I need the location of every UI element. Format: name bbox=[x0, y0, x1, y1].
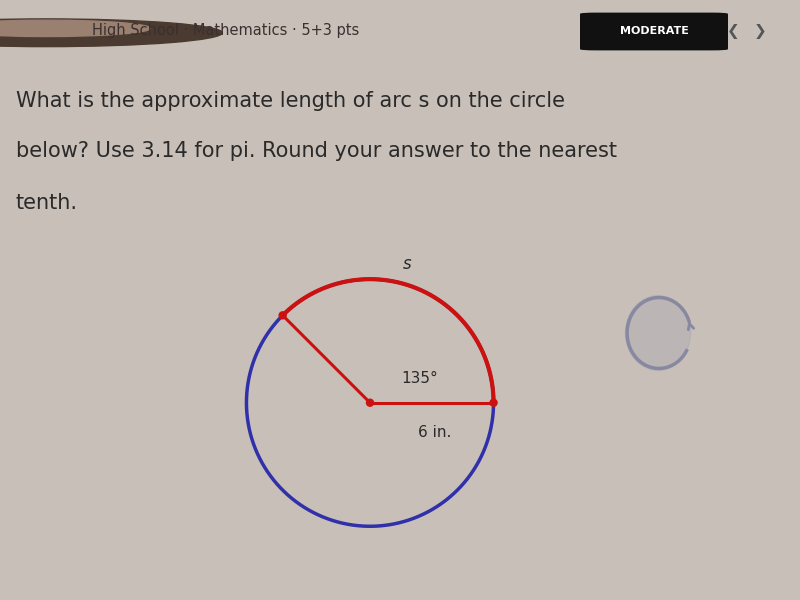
Circle shape bbox=[626, 296, 690, 370]
Text: High School · Mathematics · 5+3 pts: High School · Mathematics · 5+3 pts bbox=[92, 23, 359, 38]
Text: 6 in.: 6 in. bbox=[418, 425, 451, 440]
Circle shape bbox=[279, 312, 286, 319]
Text: ❮: ❮ bbox=[726, 24, 739, 39]
Text: What is the approximate length of arc s on the circle: What is the approximate length of arc s … bbox=[16, 91, 565, 111]
Circle shape bbox=[366, 399, 374, 406]
Text: ❯: ❯ bbox=[754, 24, 766, 39]
Circle shape bbox=[0, 20, 150, 37]
Text: 135°: 135° bbox=[402, 371, 438, 386]
Text: s: s bbox=[402, 256, 411, 274]
Text: tenth.: tenth. bbox=[16, 193, 78, 212]
Text: MODERATE: MODERATE bbox=[620, 26, 689, 37]
Text: below? Use 3.14 for pi. Round your answer to the nearest: below? Use 3.14 for pi. Round your answe… bbox=[16, 141, 617, 161]
Circle shape bbox=[490, 399, 497, 406]
Circle shape bbox=[0, 19, 222, 47]
FancyBboxPatch shape bbox=[580, 13, 728, 50]
